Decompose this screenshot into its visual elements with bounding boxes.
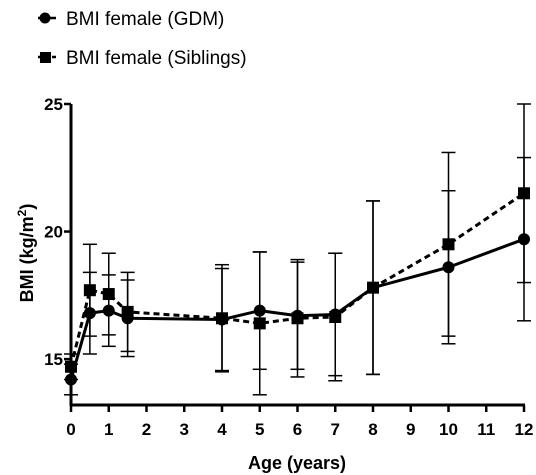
x-tick-label: 6: [293, 420, 302, 439]
data-point-square: [83, 284, 96, 297]
y-tick-label: 20: [44, 223, 63, 242]
data-point-square: [291, 312, 304, 325]
legend-label-siblings: BMI female (Siblings): [66, 48, 247, 69]
data-point-square: [367, 281, 379, 294]
x-tick-label: 12: [515, 420, 534, 439]
x-tick-label: 5: [255, 420, 264, 439]
data-point-square: [65, 360, 77, 373]
x-tick-label: 3: [180, 420, 189, 439]
legend-label-gdm: BMI female (GDM): [66, 9, 224, 30]
x-tick-label: 10: [439, 420, 458, 439]
x-tick-label: 11: [477, 420, 495, 439]
data-point-square: [518, 187, 530, 200]
x-tick-label: 9: [406, 420, 415, 439]
y-axis-title: BMI (kg/m2): [15, 204, 37, 303]
series-siblings: [64, 103, 531, 396]
y-axis-title-main: BMI (kg/m: [17, 216, 37, 302]
x-tick-label: 7: [331, 420, 340, 439]
x-axis-title: Age (years): [248, 453, 346, 473]
legend-item-siblings: BMI female (Siblings): [38, 48, 247, 69]
data-point-square: [216, 312, 228, 325]
legend-marker-square: [40, 52, 51, 63]
legend: BMI female (GDM) BMI female (Siblings): [38, 9, 247, 69]
x-tick-label: 0: [66, 420, 75, 439]
legend-marker-circle: [39, 12, 51, 24]
x-tick-label: 8: [368, 420, 377, 439]
y-axis-title-sup: 2: [15, 209, 29, 216]
x-ticks: 0 1 2 3 4 5 6 7 8 9 10 11 12: [66, 405, 533, 439]
y-axis-title-close: ): [17, 204, 37, 210]
data-point-square: [329, 310, 342, 323]
data-point-square: [253, 317, 266, 330]
data-point-square: [102, 288, 115, 301]
x-tick-label: 4: [217, 420, 227, 439]
data-point-square: [121, 305, 134, 318]
y-ticks: 15 20 25: [44, 95, 71, 369]
y-tick-label: 25: [44, 95, 63, 114]
series-layer: [64, 103, 531, 396]
y-tick-label: 15: [44, 350, 63, 369]
legend-item-gdm: BMI female (GDM): [38, 9, 224, 30]
x-tick-label: 1: [104, 420, 113, 439]
data-point-square: [442, 238, 455, 251]
x-tick-label: 2: [142, 420, 151, 439]
series-line: [69, 192, 525, 368]
